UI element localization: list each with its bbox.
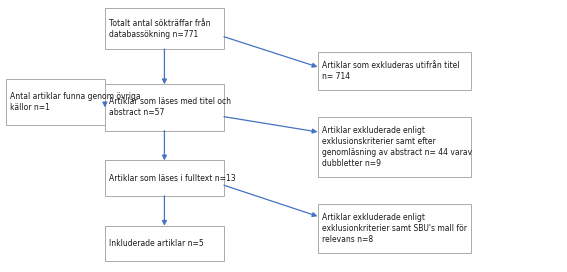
- FancyBboxPatch shape: [105, 8, 224, 49]
- Text: Artiklar som läses i fulltext n=13: Artiklar som läses i fulltext n=13: [109, 174, 236, 183]
- FancyBboxPatch shape: [105, 160, 224, 196]
- Text: Inkluderade artiklar n=5: Inkluderade artiklar n=5: [109, 239, 204, 248]
- Text: Artiklar exkluderade enligt
exklusionkriterier samt SBU's mall för
relevans n=8: Artiklar exkluderade enligt exklusionkri…: [322, 213, 467, 244]
- FancyBboxPatch shape: [318, 52, 471, 90]
- Text: Artiklar som läses med titel och
abstract n=57: Artiklar som läses med titel och abstrac…: [109, 97, 231, 118]
- FancyBboxPatch shape: [318, 117, 471, 177]
- FancyBboxPatch shape: [6, 79, 105, 125]
- FancyBboxPatch shape: [105, 84, 224, 131]
- Text: Antal artiklar funna genom övriga
källor n=1: Antal artiklar funna genom övriga källor…: [10, 92, 141, 112]
- Text: Artiklar som exkluderas utifrån titel
n= 714: Artiklar som exkluderas utifrån titel n=…: [322, 61, 460, 81]
- Text: Artiklar exkluderade enligt
exklusionskriterier samt efter
genomläsning av abstr: Artiklar exkluderade enligt exklusionskr…: [322, 126, 472, 168]
- FancyBboxPatch shape: [105, 226, 224, 261]
- Text: Totalt antal sökträffar från
databassökning n=771: Totalt antal sökträffar från databassökn…: [109, 18, 211, 39]
- FancyBboxPatch shape: [318, 204, 471, 253]
